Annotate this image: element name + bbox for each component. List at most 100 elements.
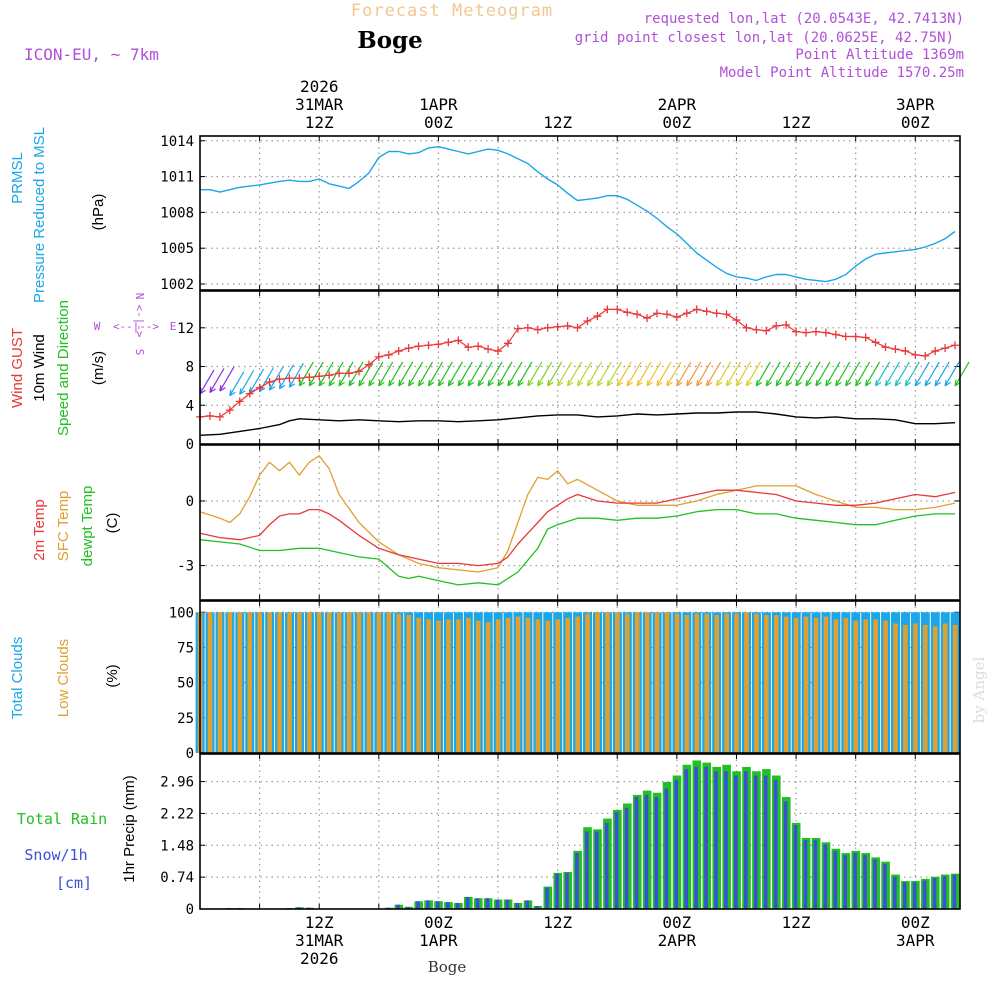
snow-bar bbox=[922, 880, 927, 909]
wind-arrow-head bbox=[865, 379, 872, 387]
low-cloud-bar bbox=[783, 616, 789, 753]
gust-marker bbox=[265, 378, 274, 387]
wind-arrow bbox=[706, 361, 722, 387]
wind-arrow-head bbox=[398, 379, 405, 387]
wind-arrow-head bbox=[537, 379, 544, 387]
low-cloud-bar bbox=[366, 612, 372, 753]
low-cloud-bar bbox=[267, 612, 272, 753]
gust-marker bbox=[921, 351, 930, 360]
wind-arrow bbox=[775, 361, 791, 387]
snow-bar bbox=[793, 825, 798, 909]
low-cloud-bar bbox=[932, 626, 938, 753]
hpa-label: (hPa) bbox=[90, 194, 107, 231]
wind-arrow bbox=[427, 361, 444, 387]
low-cloud-bar bbox=[704, 613, 710, 753]
y-tick-label: 0 bbox=[186, 746, 194, 762]
low-cloud-bar bbox=[813, 617, 819, 753]
wind-arrow bbox=[656, 361, 672, 387]
low-cloud-bar bbox=[774, 615, 779, 753]
y-tick-label: 1002 bbox=[160, 277, 194, 293]
gust-marker bbox=[384, 350, 393, 359]
low-cloud-bar bbox=[336, 612, 342, 753]
wind-arrow-head bbox=[666, 379, 673, 387]
low-cloud-bar bbox=[257, 612, 263, 753]
snow-bar bbox=[912, 882, 917, 909]
wind-arrow-head bbox=[606, 379, 614, 387]
snow-bar bbox=[644, 794, 649, 909]
wind-arrow-head bbox=[308, 379, 316, 387]
y-ticks: -3 0 bbox=[177, 494, 960, 575]
wind-arrow bbox=[269, 365, 285, 391]
gust-marker bbox=[752, 325, 761, 334]
snow-bar bbox=[575, 853, 579, 909]
snow-bar bbox=[505, 899, 510, 909]
wind-arrow-head bbox=[358, 379, 365, 387]
low-cloud-bar bbox=[227, 612, 233, 753]
snow-bar bbox=[445, 902, 450, 909]
snow-unit-label: [cm] bbox=[56, 874, 92, 892]
point-altitude: Point Altitude 1369m bbox=[795, 47, 964, 63]
gust-marker bbox=[275, 375, 284, 384]
wind-arrow-head bbox=[914, 379, 922, 387]
precip-mm-label: 1hr Precip (mm) bbox=[121, 775, 138, 883]
low-cloud-bar bbox=[247, 612, 253, 753]
top-axis-label: 12Z bbox=[543, 113, 572, 132]
snow-bar bbox=[843, 855, 847, 909]
panel-frame bbox=[199, 600, 961, 754]
celsius-label: (C) bbox=[104, 513, 121, 534]
gust-marker bbox=[692, 305, 701, 314]
wind-arrow bbox=[368, 361, 384, 387]
prmsl-label: PRMSL bbox=[9, 152, 26, 204]
low-cloud-bar bbox=[237, 612, 243, 753]
y-tick-label: 0 bbox=[186, 494, 194, 510]
y-tick-label: 1014 bbox=[160, 134, 194, 150]
grid bbox=[200, 136, 960, 290]
y-tick-label: 4 bbox=[186, 398, 194, 414]
total-rain-label: Total Rain bbox=[17, 810, 107, 828]
temperature-panel: -3 0 bbox=[177, 444, 961, 601]
panel-frame bbox=[199, 290, 961, 445]
top-axis-label: 1APR bbox=[419, 95, 458, 114]
gust-marker bbox=[682, 309, 691, 318]
wind-arrow-head bbox=[944, 379, 951, 387]
wind-arrow bbox=[398, 361, 414, 387]
compass-north: N bbox=[133, 293, 146, 300]
wind-arrow bbox=[239, 369, 255, 395]
wind-arrow bbox=[626, 361, 642, 387]
gust-marker bbox=[513, 324, 522, 333]
gust-marker bbox=[424, 341, 433, 350]
bottom-axis-label: 2026 bbox=[300, 949, 339, 968]
wind-arrow-head bbox=[527, 379, 534, 387]
low-cloud-bar bbox=[396, 613, 402, 753]
gust-marker bbox=[891, 345, 900, 354]
wind-arrow-head bbox=[219, 385, 226, 392]
snow-bar bbox=[883, 863, 887, 909]
wind-arrow bbox=[527, 361, 543, 387]
low-cloud-bar bbox=[833, 619, 839, 753]
bottom-axis-label: 3APR bbox=[896, 931, 935, 950]
gust-marker bbox=[325, 371, 334, 380]
wind-arrow-head bbox=[845, 379, 852, 387]
low-cloud-bar bbox=[446, 619, 451, 753]
wind-arrow bbox=[517, 361, 533, 387]
wind-arrow-head bbox=[924, 379, 932, 387]
snow-bar bbox=[436, 901, 440, 909]
gust-marker bbox=[345, 369, 354, 378]
wind-arrow-head bbox=[388, 379, 395, 387]
wind-arrow bbox=[278, 364, 294, 390]
dewpt-line bbox=[199, 508, 955, 586]
wind-arrow bbox=[845, 361, 861, 387]
wind-arrow bbox=[318, 361, 334, 387]
snow-bar bbox=[594, 831, 599, 909]
wind-arrow-head bbox=[626, 379, 634, 387]
wind-arrow bbox=[348, 361, 364, 387]
wind-arrow-head bbox=[765, 379, 773, 387]
wind-arrow-head bbox=[368, 379, 375, 387]
grid bbox=[200, 445, 960, 600]
snow-bar bbox=[942, 876, 947, 909]
snow-bar bbox=[495, 899, 500, 909]
snow-bar bbox=[455, 902, 460, 909]
gust-marker bbox=[374, 352, 383, 361]
wind-arrow-head bbox=[874, 379, 882, 387]
